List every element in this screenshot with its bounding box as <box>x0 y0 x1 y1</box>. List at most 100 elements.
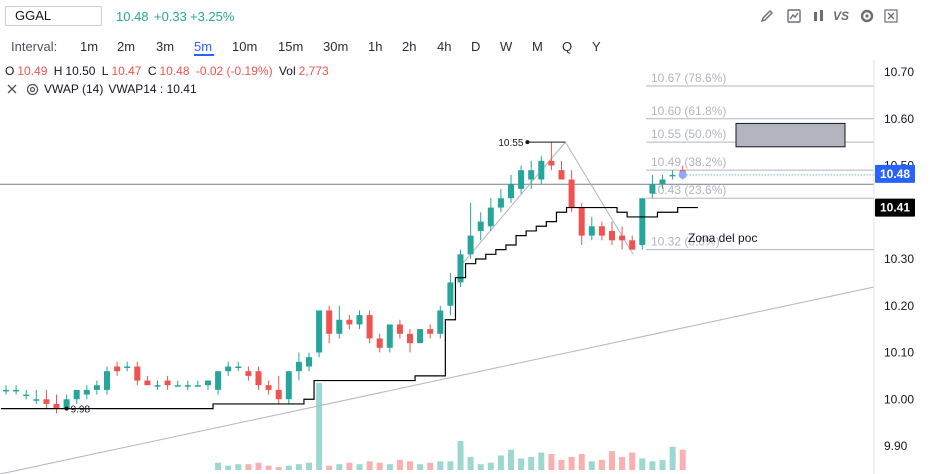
candle-body <box>629 240 636 250</box>
candle-body <box>3 389 9 392</box>
fib-level-label: 10.67 (78.6%) <box>651 71 726 85</box>
candle-body <box>477 221 484 231</box>
volume-bars <box>215 383 686 470</box>
volume-bar <box>356 464 363 470</box>
price-axis-tick-label: 10.70 <box>884 65 914 79</box>
candle-body <box>548 160 555 166</box>
fib-level-label: 10.55 (50.0%) <box>651 127 726 141</box>
volume-bar <box>346 462 353 470</box>
candle-body <box>164 380 171 386</box>
candle-body <box>13 389 20 392</box>
volume-bar <box>265 465 272 470</box>
fib-level-label: 10.43 (23.6%) <box>651 183 726 197</box>
candle-body <box>386 324 393 348</box>
close-value: 10.48 <box>159 64 190 78</box>
candle-body <box>73 389 80 400</box>
interval-3m[interactable]: 3m <box>156 39 175 54</box>
settings-icon[interactable] <box>859 8 875 24</box>
indicator-close-icon[interactable] <box>5 82 19 96</box>
candle-body <box>366 315 373 339</box>
candle-body <box>275 389 282 400</box>
volume-bar <box>497 455 504 470</box>
symbol-search-input[interactable]: GGAL <box>5 6 102 26</box>
interval-m[interactable]: M <box>532 39 543 54</box>
candle-body <box>487 207 494 227</box>
trend-line <box>0 286 875 474</box>
low-value: 10.47 <box>111 64 142 78</box>
open-value: 10.49 <box>17 64 48 78</box>
candle-body <box>356 315 363 325</box>
interval-w[interactable]: W <box>500 39 513 54</box>
candle-body <box>467 235 474 255</box>
volume-bar <box>598 459 605 470</box>
high-label: H <box>53 64 63 78</box>
volume-bar <box>568 456 575 470</box>
annotation-front-layer: 10.55 9.98 Zona del poc <box>64 138 874 416</box>
candle-body <box>407 333 413 344</box>
candle-body <box>295 361 302 372</box>
price-axis[interactable]: 10.7010.6010.5010.4010.3010.2010.1010.00… <box>873 60 915 474</box>
candle-body <box>33 399 40 401</box>
volume-bar <box>609 451 615 470</box>
compare-icon[interactable]: VS <box>833 9 850 23</box>
price-change: +0.33 <box>154 9 187 24</box>
bars-icon[interactable] <box>811 8 827 24</box>
price-axis-tick-label: 10.10 <box>884 346 914 360</box>
indicator-value: VWAP14 : 10.41 <box>108 82 197 96</box>
interval-1m[interactable]: 1m <box>80 39 99 54</box>
candle-body <box>235 366 242 369</box>
indicator-visibility-icon[interactable] <box>24 82 40 96</box>
interval-2h[interactable]: 2h <box>402 39 417 54</box>
interval-q[interactable]: Q <box>562 39 573 54</box>
volume-bar <box>447 461 454 470</box>
low-marker-label: 9.98 <box>71 405 91 416</box>
candle-body <box>518 170 525 189</box>
annotation-text: Zona del poc <box>688 231 757 245</box>
interval-5m[interactable]: 5m <box>194 39 213 54</box>
volume-bar <box>386 464 393 470</box>
interval-1h[interactable]: 1h <box>368 39 383 54</box>
candle-body <box>144 380 151 386</box>
candle-body <box>326 310 333 334</box>
candle-body <box>43 399 50 404</box>
interval-d[interactable]: D <box>471 39 481 54</box>
close-icon[interactable] <box>883 8 899 24</box>
volume-bar <box>316 383 323 470</box>
volume-bar <box>548 454 555 470</box>
candle-body <box>568 179 575 208</box>
volume-bar <box>659 459 666 470</box>
candle-body <box>497 198 504 208</box>
pencil-icon[interactable] <box>759 8 775 24</box>
volume-bar <box>508 449 514 470</box>
candle-body <box>215 371 222 390</box>
candle-body <box>669 174 676 177</box>
open-label: O <box>5 64 15 78</box>
candle-body <box>104 371 110 390</box>
vwap-price-badge: 10.41 <box>880 201 910 215</box>
interval-10m[interactable]: 10m <box>232 39 258 54</box>
volume-bar <box>255 462 262 470</box>
volume-bar <box>669 446 676 470</box>
volume-bar <box>639 458 646 470</box>
price-axis-tick-label: 9.90 <box>884 439 908 453</box>
candle-body <box>598 226 605 236</box>
candle-body <box>396 324 403 334</box>
high-marker-label: 10.55 <box>498 138 523 149</box>
interval-4h[interactable]: 4h <box>437 39 452 54</box>
interval-15m[interactable]: 15m <box>278 39 304 54</box>
volume-bar <box>437 461 444 470</box>
volume-bar <box>306 462 312 470</box>
interval-2m[interactable]: 2m <box>117 39 136 54</box>
candle-body <box>336 319 343 334</box>
interval-y[interactable]: Y <box>592 39 601 54</box>
chart-type-icon[interactable] <box>786 8 802 24</box>
candle-body <box>417 329 424 344</box>
volume-bar <box>528 456 535 470</box>
interval-30m[interactable]: 30m <box>323 39 349 54</box>
indicator-name[interactable]: VWAP (14) <box>44 82 104 96</box>
candlestick-series <box>3 142 686 414</box>
candle-body <box>265 385 272 390</box>
candle-body <box>558 170 565 180</box>
volume-bar <box>245 464 252 470</box>
